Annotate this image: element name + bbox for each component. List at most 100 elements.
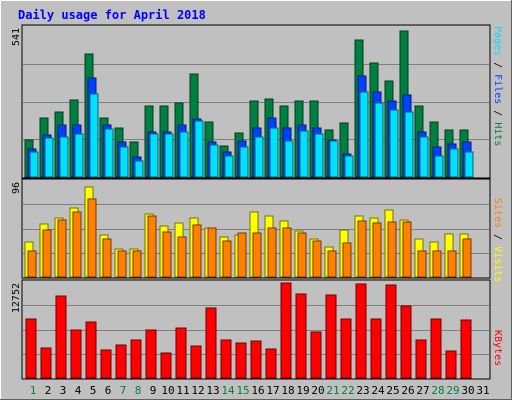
kbytes-bar-day-10 [160,352,172,379]
day-label-28: 28 [431,384,444,397]
pages-bar-day-24 [374,102,384,178]
day-label-8: 8 [135,384,142,397]
kbytes-bar-day-19 [295,293,307,379]
kbytes-bar-day-23 [355,283,367,379]
pages-bar-day-1 [29,151,39,178]
day-label-27: 27 [416,384,429,397]
sites-bar-day-20 [312,240,322,278]
pages-bar-day-21 [329,140,339,178]
legend-sites: Sites [492,198,503,228]
kbytes-bar-day-1 [25,318,37,379]
sites-bar-day-9 [147,215,157,278]
pages-bar-day-17 [269,127,279,178]
hits-panel [21,24,491,179]
kbytes-bar-day-27 [415,339,427,379]
kbytes-bar-day-26 [400,305,412,379]
kbytes-bar-day-22 [340,318,352,379]
day-label-1: 1 [30,384,37,397]
pages-bar-day-22 [344,155,354,178]
day-label-16: 16 [251,384,264,397]
day-label-15: 15 [236,384,249,397]
legend-visits: Visits [492,246,503,282]
pages-bar-day-14 [224,155,234,178]
pages-bar-day-27 [419,136,429,178]
pages-bar-day-20 [314,133,324,178]
kbytes-bar-day-30 [460,319,472,379]
day-label-31: 31 [476,384,489,397]
visits-ytick-max: 96 [11,182,22,194]
kbytes-bar-day-16 [250,340,262,379]
pages-bar-day-9 [149,133,159,178]
legend-hits: Hits [492,122,503,146]
sites-bar-day-12 [192,224,202,278]
sites-bar-day-1 [27,250,37,278]
day-label-2: 2 [45,384,52,397]
pages-bar-day-2 [44,137,54,178]
sites-bar-day-2 [42,229,52,278]
kbytes-bar-day-25 [385,284,397,379]
visits-panel [21,178,491,279]
pages-bar-day-7 [119,146,129,178]
day-label-10: 10 [161,384,174,397]
kbytes-bar-day-8 [130,339,142,379]
sites-bar-day-28 [432,250,442,278]
day-label-23: 23 [356,384,369,397]
sites-bar-day-19 [297,232,307,278]
svg-text:Sites / Visits: Sites / Visits [492,198,503,282]
day-label-17: 17 [266,384,279,397]
legend-sep: / [492,104,503,122]
kbytes-legend: KBytes [492,330,503,366]
day-label-12: 12 [191,384,204,397]
pages-bar-day-11 [179,131,189,178]
day-label-21: 21 [326,384,339,397]
kbytes-bar-day-17 [265,348,277,379]
sites-bar-day-3 [57,219,67,278]
day-label-4: 4 [75,384,82,397]
kbytes-bar-day-9 [145,329,157,379]
legend-files: Files [492,74,503,104]
sites-bar-day-23 [357,220,367,278]
kbytes-bar-day-13 [205,307,217,379]
kbytes-ytick-max: 12752 [11,283,22,313]
day-label-24: 24 [371,384,385,397]
sites-bar-day-8 [132,250,142,278]
sites-bar-day-7 [117,250,127,278]
pages-bar-day-3 [59,136,69,178]
pages-bar-day-13 [209,144,219,178]
kbytes-bar-day-29 [445,350,457,379]
hits-ytick-max: 541 [11,28,22,46]
sites-bar-day-29 [447,250,457,278]
kbytes-bar-day-28 [430,318,442,379]
day-label-22: 22 [341,384,354,397]
pages-bar-day-26 [404,111,414,178]
sites-bar-day-26 [402,221,412,278]
sites-bar-day-22 [342,242,352,278]
legend-sep: / [492,228,503,246]
day-label-3: 3 [60,384,67,397]
day-label-26: 26 [401,384,414,397]
x-axis-day-labels: 1 2 3 4 5 6 7 8 9 10 11 12 13 14 15 16 17 18 19 20 21 22 23 24 2… [30,384,490,397]
sites-bar-day-27 [417,250,427,278]
kbytes-bar-day-6 [100,349,112,379]
kbytes-bar-day-7 [115,344,127,379]
svg-text:Pages / Files / Hits: Pages / Files / Hits [492,26,503,146]
pages-bar-day-15 [239,146,249,178]
day-label-18: 18 [281,384,294,397]
day-label-29: 29 [446,384,459,397]
sites-bar-day-17 [267,227,277,278]
sites-bar-day-6 [102,238,112,278]
sites-bar-day-18 [282,227,292,278]
kbytes-bar-day-14 [220,339,232,379]
kbytes-bar-day-18 [280,282,292,379]
pages-bar-day-23 [359,91,369,178]
sites-bar-day-24 [372,222,382,278]
pages-bar-day-18 [284,140,294,178]
day-label-20: 20 [311,384,324,397]
sites-bar-day-25 [387,221,397,278]
kbytes-bar-day-21 [325,294,337,379]
sites-bar-day-5 [87,198,97,278]
day-label-25: 25 [386,384,399,397]
sites-bar-day-30 [462,238,472,278]
sites-bar-day-13 [207,227,217,278]
